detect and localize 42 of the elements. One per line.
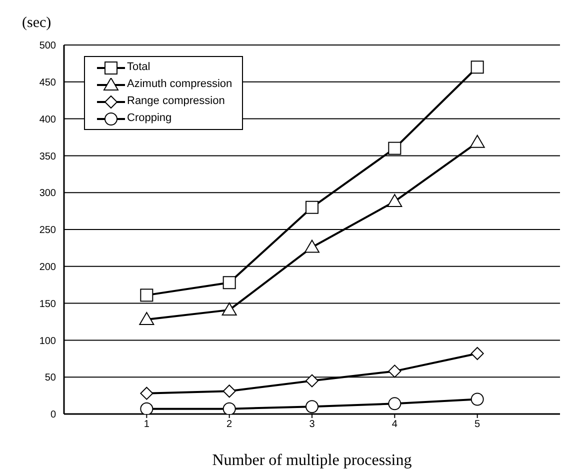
point xyxy=(222,402,236,414)
y-tick-label: 50 xyxy=(44,372,56,384)
x-tick-label: 2 xyxy=(226,419,233,430)
point xyxy=(470,134,485,148)
point xyxy=(306,374,318,388)
point xyxy=(140,288,154,302)
point xyxy=(470,392,484,406)
legend-label: Cropping xyxy=(127,111,172,126)
y-tick-label: 250 xyxy=(39,225,56,236)
point xyxy=(387,194,402,207)
x-axis-title: Number of multiple processing xyxy=(212,452,412,469)
point xyxy=(222,276,236,290)
y-tick-label: 450 xyxy=(39,77,56,88)
point xyxy=(388,364,402,378)
point xyxy=(306,200,318,214)
point xyxy=(140,402,154,414)
point xyxy=(222,384,236,398)
legend-label: Range compression xyxy=(127,94,225,109)
point xyxy=(388,397,402,410)
y-tick-label: 100 xyxy=(39,336,56,347)
y-tick-label: 350 xyxy=(39,151,56,162)
y-tick-label: 300 xyxy=(39,188,56,200)
y-tick-label: 200 xyxy=(39,262,56,273)
y-tick-label: 500 xyxy=(39,40,56,52)
point xyxy=(470,60,484,74)
point xyxy=(388,142,402,155)
point xyxy=(139,312,154,326)
x-tick-label: 5 xyxy=(474,419,481,430)
legend-label: Total xyxy=(127,60,150,75)
x-tick-label: 1 xyxy=(144,419,150,430)
y-tick-label: 150 xyxy=(39,298,56,310)
y-axis-title: (sec) xyxy=(22,15,52,31)
point xyxy=(140,386,154,400)
point xyxy=(304,240,320,253)
y-tick-label: 400 xyxy=(39,114,56,126)
point xyxy=(470,346,484,360)
point xyxy=(222,302,237,316)
x-tick-label: 4 xyxy=(392,419,398,430)
y-tick-label: 0 xyxy=(50,410,56,421)
point xyxy=(306,400,318,414)
x-tick-label: 3 xyxy=(309,419,316,430)
legend-label: Azimuth compression xyxy=(127,77,232,92)
